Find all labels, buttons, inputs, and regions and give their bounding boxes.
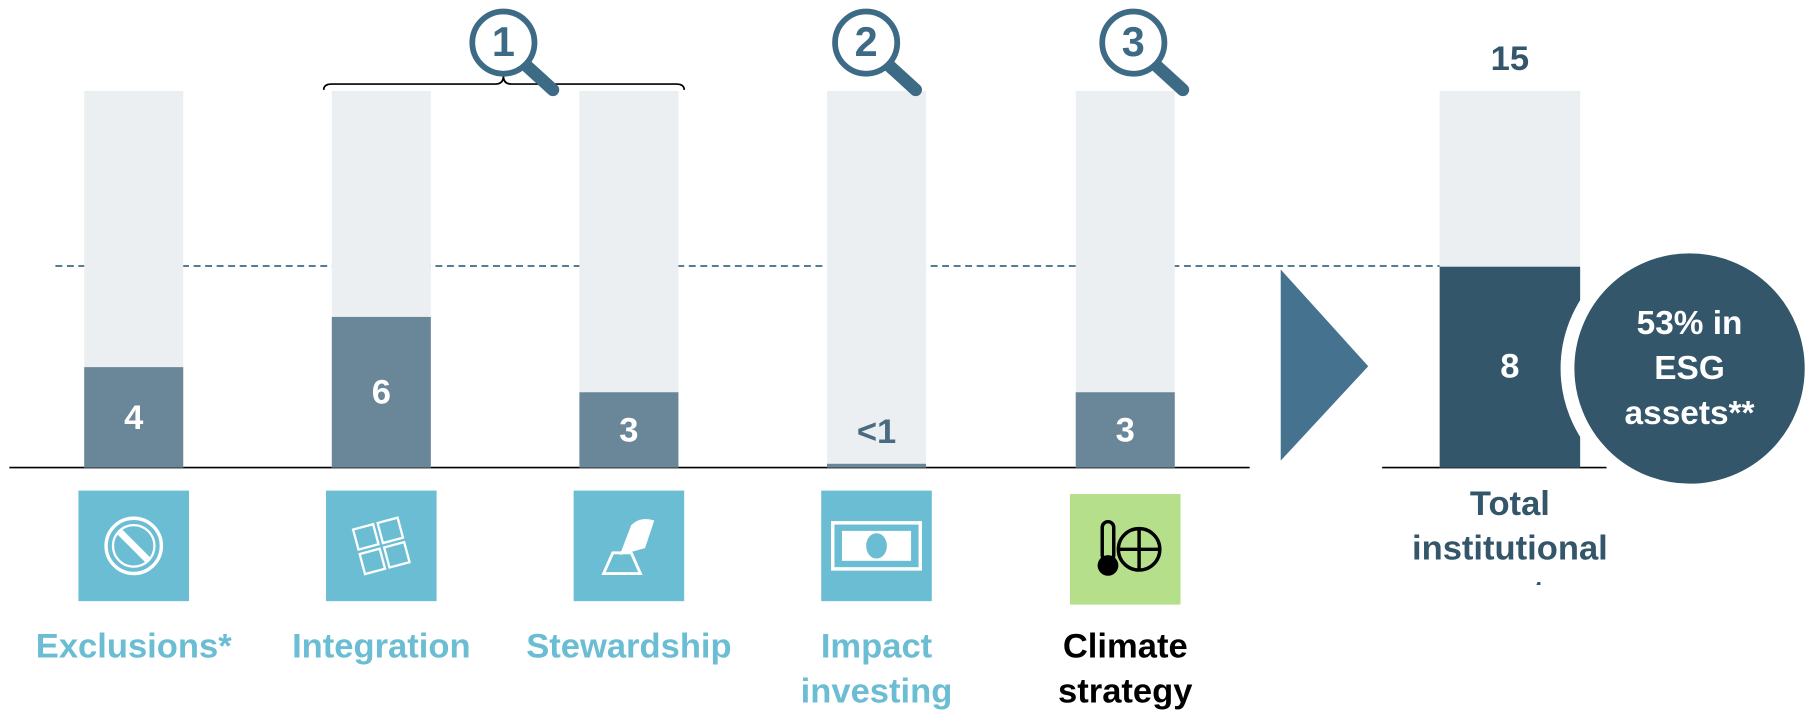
category-label: Impact investing — [800, 627, 953, 711]
category-label: Stewardship — [526, 627, 732, 666]
total-bar — [1439, 266, 1581, 468]
arrow — [1280, 269, 1369, 461]
badge-number: 3 — [1122, 18, 1145, 65]
icon — [601, 551, 643, 575]
icon — [619, 518, 655, 556]
callout-box: 53% in ESG assets** — [1624, 305, 1755, 432]
bar — [826, 463, 927, 468]
category-label: Climate strategy — [1058, 627, 1193, 711]
icon — [104, 516, 164, 576]
badge — [469, 8, 538, 77]
value-label: 3 — [619, 411, 638, 449]
value-label: 6 — [372, 374, 391, 412]
badge-handle — [520, 59, 560, 97]
value-label: 3 — [1116, 411, 1135, 449]
category-label-box: Integration — [292, 627, 471, 666]
category-label-box: Impact investing — [800, 627, 953, 711]
icon-box — [326, 490, 437, 602]
badge — [1099, 8, 1168, 77]
icon — [351, 522, 380, 552]
brace — [322, 75, 686, 90]
icon — [831, 521, 923, 571]
category-label-box: Climate strategy — [1058, 627, 1193, 711]
category-label-box: Exclusions* — [35, 627, 232, 666]
value-label: <1 — [857, 413, 896, 451]
category-label: Exclusions* — [35, 627, 232, 666]
icon — [866, 533, 887, 559]
total-max-label: 15 — [1491, 40, 1529, 78]
icon — [382, 540, 411, 569]
category-label-box: Total institutional assets — [1412, 484, 1608, 585]
callout-circle — [1560, 239, 1806, 498]
bar — [579, 392, 679, 468]
bar — [331, 316, 431, 468]
category-label-box: Stewardship — [526, 627, 732, 666]
value-label: 4 — [124, 399, 144, 437]
icon — [1097, 555, 1119, 576]
badge-number: 1 — [492, 18, 515, 65]
category-label: Integration — [292, 627, 471, 666]
bar — [1075, 392, 1175, 468]
icon — [358, 547, 387, 576]
icon — [111, 523, 156, 568]
callout-text: 53% in ESG assets** — [1624, 305, 1755, 432]
bar-background — [826, 90, 927, 468]
icon — [376, 516, 405, 545]
badge — [832, 8, 901, 77]
icon — [117, 529, 150, 563]
category-label: Total institutional assets — [1412, 484, 1608, 585]
total-value-label: 8 — [1500, 348, 1519, 386]
bar — [84, 367, 184, 468]
badge-number: 2 — [855, 18, 878, 65]
badge-handle — [1150, 59, 1190, 97]
badge-handle — [882, 59, 923, 97]
